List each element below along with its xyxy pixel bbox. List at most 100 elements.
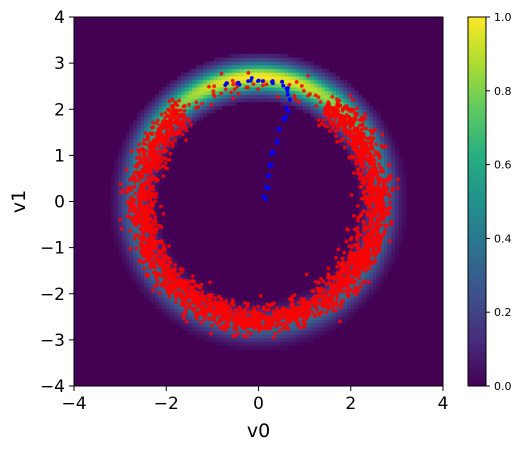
density-cell (335, 94, 341, 99)
sample-point (161, 270, 166, 275)
sample-point (379, 177, 384, 182)
density-cell (284, 72, 289, 77)
density-cell (313, 90, 318, 95)
density-cell (192, 330, 197, 335)
density-cell (313, 72, 318, 77)
density-cell (354, 90, 359, 95)
sample-point (370, 250, 375, 255)
sample-point (147, 182, 152, 186)
density-cell (395, 164, 400, 169)
density-cell (110, 216, 115, 221)
density-cell (129, 157, 134, 162)
sample-point (374, 234, 379, 239)
density-cell (358, 304, 363, 309)
density-cell (398, 179, 403, 184)
density-cell (228, 338, 234, 343)
density-cell (133, 186, 138, 191)
density-cell (310, 338, 315, 343)
density-cell (376, 138, 381, 143)
density-cell (121, 245, 127, 250)
density-cell (184, 271, 189, 276)
density-cell (391, 216, 396, 221)
density-cell (188, 90, 193, 95)
density-cell (402, 183, 407, 188)
density-cell (243, 64, 248, 70)
sample-point (320, 302, 325, 307)
density-cell (398, 175, 403, 180)
density-cell (387, 171, 392, 177)
density-cell (288, 64, 293, 70)
density-cell (232, 61, 237, 66)
sample-point (143, 182, 147, 187)
density-cell (203, 330, 208, 335)
density-cell (203, 72, 208, 77)
density-cell (217, 101, 222, 106)
density-cell (395, 219, 400, 225)
sample-point (277, 329, 282, 333)
density-cell (376, 168, 381, 173)
density-cell (203, 319, 208, 324)
sample-point (237, 321, 242, 326)
density-cell (136, 267, 141, 273)
density-cell (310, 334, 315, 339)
density-cell (369, 267, 374, 273)
sample-point (335, 293, 340, 298)
sample-point (196, 105, 200, 109)
density-cell (243, 345, 248, 350)
sample-point (318, 290, 323, 294)
density-cell (151, 293, 156, 298)
density-cell (391, 194, 396, 199)
density-cell (273, 345, 278, 350)
density-cell (361, 212, 366, 217)
sample-point (363, 112, 367, 117)
density-cell (118, 253, 123, 258)
density-cell (158, 227, 163, 232)
density-cell (291, 330, 296, 335)
density-cell (118, 231, 123, 236)
density-cell (121, 260, 127, 265)
density-cell (125, 146, 130, 151)
density-cell (206, 61, 211, 66)
density-cell (335, 319, 341, 324)
density-cell (254, 76, 259, 81)
density-cell (395, 179, 400, 184)
density-cell (380, 164, 385, 169)
sample-point (271, 322, 276, 327)
density-cell (335, 87, 341, 92)
density-cell (376, 135, 381, 140)
density-cell (295, 64, 300, 70)
density-cell (129, 168, 134, 173)
density-cell (398, 190, 403, 195)
density-cell (391, 175, 396, 180)
density-cell (358, 227, 363, 232)
density-cell (136, 234, 141, 239)
density-cell (380, 120, 385, 125)
density-cell (291, 72, 296, 77)
density-cell (276, 90, 282, 95)
density-cell (361, 101, 366, 106)
density-cell (232, 79, 237, 84)
density-cell (162, 101, 167, 106)
density-cell (265, 341, 270, 346)
density-cell (184, 79, 189, 84)
density-cell (391, 153, 396, 158)
density-cell (383, 219, 389, 225)
sample-point (155, 165, 160, 170)
density-cell (332, 98, 337, 103)
density-cell (391, 171, 396, 177)
density-cell (147, 120, 152, 125)
density-cell (276, 72, 282, 77)
density-cell (358, 282, 363, 287)
density-cell (184, 109, 189, 114)
density-cell (354, 282, 359, 287)
density-cell (203, 101, 208, 106)
sample-point (356, 242, 360, 247)
density-cell (243, 68, 248, 73)
density-cell (391, 249, 396, 254)
density-cell (383, 256, 389, 261)
density-cell (181, 87, 186, 92)
density-cell (210, 72, 215, 77)
density-cell (110, 208, 115, 213)
sample-point (140, 226, 145, 230)
density-cell (140, 256, 145, 261)
